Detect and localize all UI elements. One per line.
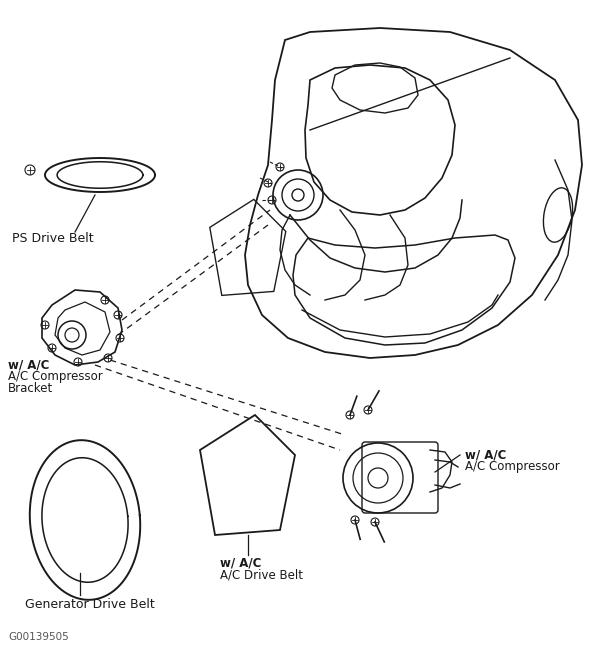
Text: A/C Drive Belt: A/C Drive Belt [220, 568, 303, 581]
Text: Bracket: Bracket [8, 382, 53, 395]
Text: G00139505: G00139505 [8, 632, 69, 642]
Text: PS Drive Belt: PS Drive Belt [12, 232, 94, 245]
Text: w/ A/C: w/ A/C [220, 556, 262, 569]
Text: A/C Compressor: A/C Compressor [465, 460, 560, 473]
Text: Generator Drive Belt: Generator Drive Belt [25, 598, 155, 611]
Text: w/ A/C: w/ A/C [465, 448, 506, 461]
Text: w/ A/C: w/ A/C [8, 358, 49, 371]
Text: A/C Compressor: A/C Compressor [8, 370, 103, 383]
